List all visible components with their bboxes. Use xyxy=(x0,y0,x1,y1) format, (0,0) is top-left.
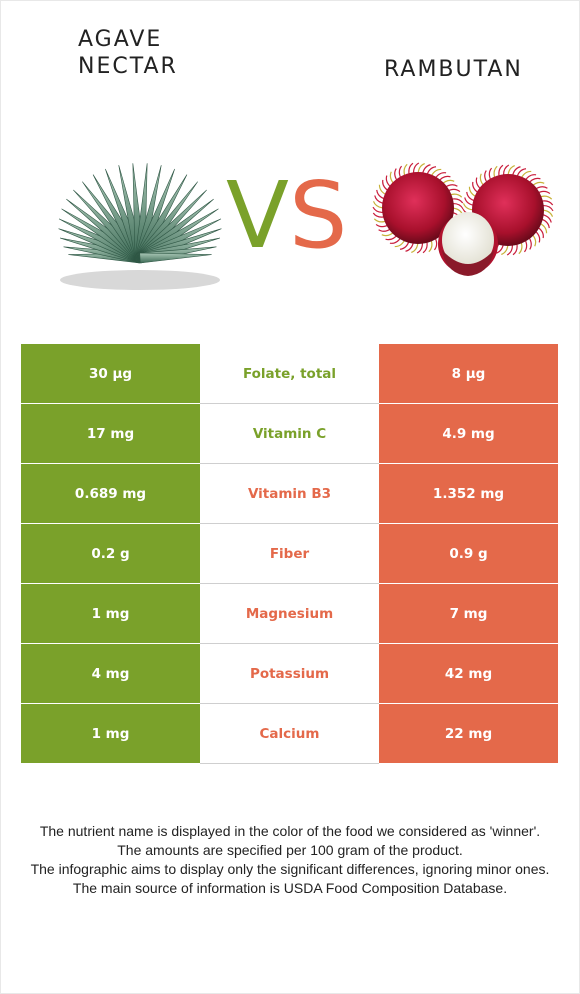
versus-v: V xyxy=(226,162,289,269)
left-value: 1 mg xyxy=(21,583,200,644)
left-value: 4 mg xyxy=(21,643,200,704)
right-value: 42 mg xyxy=(379,643,558,704)
table-row: 1 mg Magnesium 7 mg xyxy=(21,583,558,644)
table-row: 17 mg Vitamin C 4.9 mg xyxy=(21,403,558,464)
footnote-amounts: The amounts are specified per 100 gram o… xyxy=(117,842,463,858)
left-value: 30 µg xyxy=(21,344,200,404)
right-value: 7 mg xyxy=(379,583,558,644)
nutrient-name: Folate, total xyxy=(200,344,379,404)
agave-leaf xyxy=(139,252,212,264)
right-value: 4.9 mg xyxy=(379,403,558,464)
footnote-scope: The infographic aims to display only the… xyxy=(30,861,550,877)
right-value: 0.9 g xyxy=(379,523,558,584)
table-row: 4 mg Potassium 42 mg xyxy=(21,643,558,704)
nutrient-name: Magnesium xyxy=(200,583,379,644)
rambutan-fruit-image xyxy=(372,162,554,276)
left-value: 17 mg xyxy=(21,403,200,464)
footnote-source: The main source of information is USDA F… xyxy=(72,880,508,896)
right-value: 8 µg xyxy=(379,344,558,404)
footnote-winner: The nutrient name is displayed in the co… xyxy=(39,823,541,839)
left-food-title-line2: NECTAR xyxy=(78,54,178,79)
table-row: 0.689 mg Vitamin B3 1.352 mg xyxy=(21,463,558,524)
right-value: 1.352 mg xyxy=(379,463,558,524)
versus-s: S xyxy=(288,162,348,269)
nutrient-name: Vitamin C xyxy=(200,403,379,464)
left-food-title: AGAVE NECTAR xyxy=(78,26,218,80)
nutrient-name: Vitamin B3 xyxy=(200,463,379,524)
nutrient-name: Potassium xyxy=(200,643,379,704)
left-value: 0.2 g xyxy=(21,523,200,584)
left-value: 0.689 mg xyxy=(21,463,200,524)
left-food-title-line1: AGAVE xyxy=(78,27,163,52)
footnotes: The nutrient name is displayed in the co… xyxy=(30,822,550,898)
right-value: 22 mg xyxy=(379,703,558,764)
nutrient-name: Fiber xyxy=(200,523,379,584)
nutrient-name: Calcium xyxy=(200,703,379,764)
right-food-title: RAMBUTAN xyxy=(384,57,523,82)
table-row: 0.2 g Fiber 0.9 g xyxy=(21,523,558,584)
agave-plant-image xyxy=(58,163,222,290)
table-row: 30 µg Folate, total 8 µg xyxy=(21,344,558,404)
left-value: 1 mg xyxy=(21,703,200,764)
versus-label: VS xyxy=(226,170,347,262)
comparison-table: 30 µg Folate, total 8 µg 17 mg Vitamin C 4.9 … xyxy=(21,344,558,764)
table-row: 1 mg Calcium 22 mg xyxy=(21,703,558,764)
